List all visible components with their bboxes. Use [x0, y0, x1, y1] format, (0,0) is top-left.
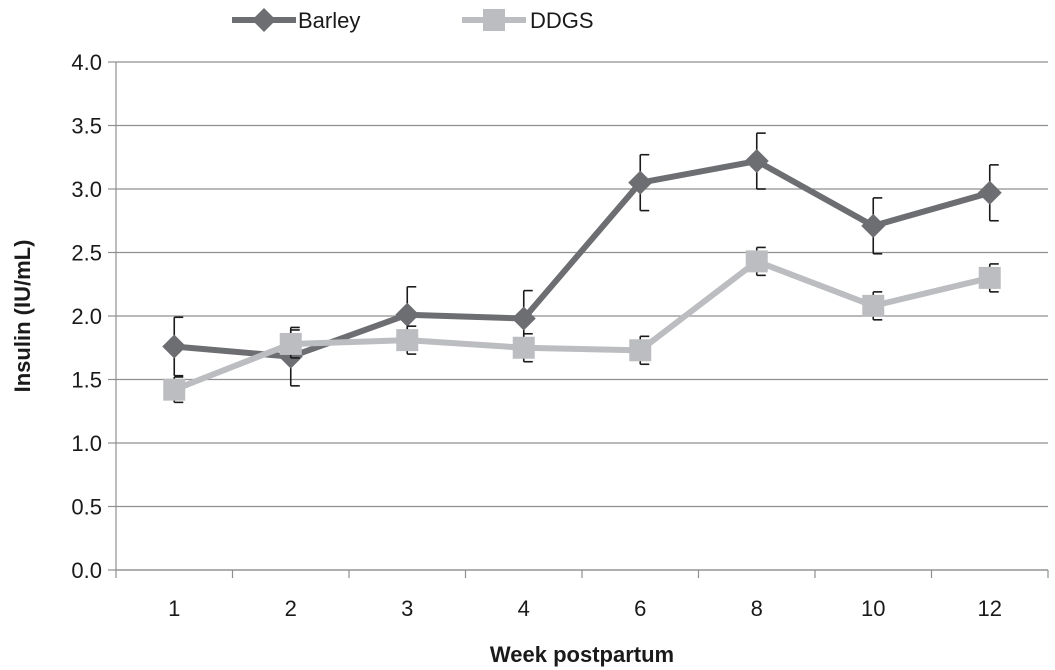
data-point — [396, 329, 419, 352]
data-point — [511, 306, 536, 331]
data-point — [861, 213, 886, 238]
x-tick-label: 8 — [751, 596, 763, 621]
data-point — [862, 294, 885, 317]
series — [162, 132, 1002, 404]
x-tick-label: 1 — [168, 596, 180, 621]
gridlines — [116, 61, 1048, 571]
legend-marker — [252, 8, 276, 32]
legend-label: Barley — [298, 8, 360, 33]
data-point — [978, 266, 1001, 289]
x-tick-label: 3 — [401, 596, 413, 621]
y-tick-label: 1.0 — [71, 431, 102, 456]
x-tick-label: 2 — [285, 596, 297, 621]
legend-label: DDGS — [530, 8, 594, 33]
y-tick-label: 4.0 — [71, 50, 102, 75]
series-line — [173, 258, 991, 393]
x-tick-label: 6 — [634, 596, 646, 621]
legend-item-barley: Barley — [232, 8, 360, 33]
y-tick-label: 0.0 — [71, 558, 102, 583]
data-point — [395, 302, 420, 327]
series-line — [173, 158, 991, 360]
y-tick-label: 3.0 — [71, 177, 102, 202]
x-tick-label: 4 — [518, 596, 530, 621]
series-ddgs — [163, 246, 1001, 404]
y-tick-label: 2.5 — [71, 241, 102, 266]
x-tick-label: 10 — [861, 596, 885, 621]
data-point — [745, 250, 768, 273]
y-tick-label: 2.0 — [71, 304, 102, 329]
data-point — [744, 149, 769, 174]
legend-item-ddgs: DDGS — [462, 8, 594, 33]
data-point — [279, 332, 302, 355]
y-tick-label: 1.5 — [71, 368, 102, 393]
axes: 0.00.51.01.52.02.53.03.54.01 2 3 4 6 8 10 12 — [71, 50, 1049, 621]
data-point — [628, 170, 653, 195]
data-point — [163, 378, 186, 401]
x-axis-title: Week postpartum — [490, 642, 674, 667]
legend-marker — [483, 9, 505, 31]
y-tick-label: 0.5 — [71, 495, 102, 520]
data-point — [977, 180, 1002, 205]
data-point — [162, 334, 187, 359]
data-point — [629, 339, 652, 362]
data-point — [512, 336, 535, 359]
y-axis-title: Insulin (IU/mL) — [10, 240, 35, 393]
y-tick-label: 3.5 — [71, 114, 102, 139]
x-tick-label: 12 — [978, 596, 1002, 621]
legend: Barley DDGS — [232, 8, 594, 33]
